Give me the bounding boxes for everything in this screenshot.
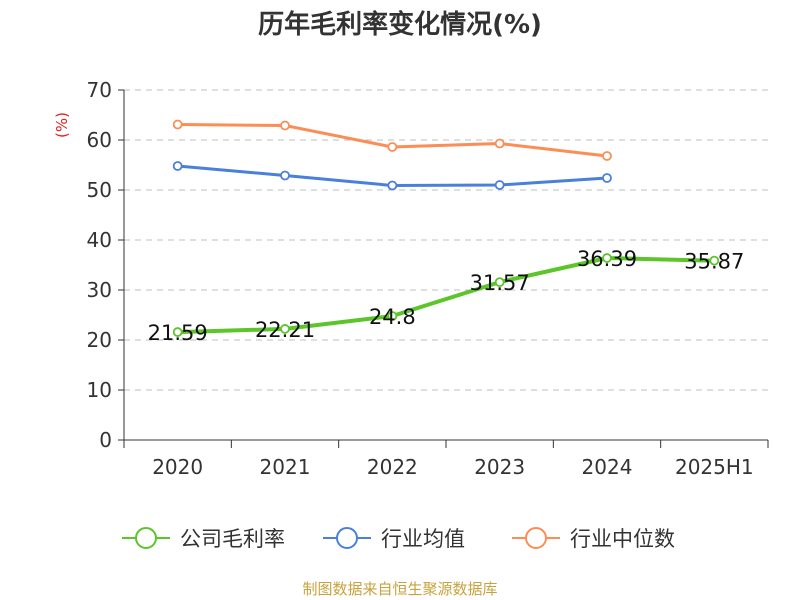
legend-marker: [336, 527, 358, 549]
data-point: [494, 180, 505, 190]
data-point: [709, 255, 720, 266]
data-label: 24.8: [369, 305, 416, 329]
data-point: [602, 173, 612, 183]
x-tick-label: 2024: [582, 455, 633, 479]
data-point: [172, 161, 183, 171]
legend-marker: [135, 527, 157, 549]
data-point: [280, 324, 290, 334]
data-point: [387, 142, 398, 152]
source-note: 制图数据来自恒生聚源数据库: [302, 580, 498, 598]
chart-title: 历年毛利率变化情况(%): [258, 10, 542, 40]
data-point: [280, 120, 290, 131]
x-tick-label: 2022: [367, 455, 418, 479]
axes: 0 10 20 30 40 50 60 70 (%) 2020 2021 2022 2023 2024 20…: [53, 78, 769, 479]
data-point: [602, 151, 612, 161]
data-point: [387, 180, 398, 191]
data-label: 36.39: [577, 247, 637, 271]
legend: 公司毛利率 行业均值 行业中位数: [122, 527, 675, 551]
data-point: [494, 277, 505, 288]
legend-marker: [525, 527, 547, 549]
series-lines: [172, 119, 720, 337]
data-label: 35.87: [684, 250, 744, 274]
y-tick-label: 30: [87, 278, 112, 302]
y-tick-label: 10: [87, 378, 112, 402]
data-point: [172, 119, 183, 130]
data-label: 22.21: [255, 318, 315, 342]
x-tick-label: 2025H1: [675, 455, 754, 479]
series-line: [177, 256, 715, 335]
y-tick-label: 60: [87, 128, 112, 152]
data-point: [172, 327, 183, 337]
data-labels: 21.59 22.21 24.8 31.57 36.39 35.87: [148, 247, 745, 345]
y-tick-label: 50: [87, 178, 112, 202]
y-tick-label: 0: [99, 428, 112, 452]
data-point: [387, 311, 398, 321]
data-point: [494, 138, 505, 149]
data-label: 21.59: [148, 321, 208, 345]
y-tick-label: 40: [87, 228, 112, 252]
x-tick-label: 2020: [152, 455, 203, 479]
grid-lines: [124, 89, 768, 391]
legend-label: 行业均值: [381, 527, 465, 551]
y-tick-label: 20: [87, 328, 112, 352]
x-tick-label: 2023: [474, 455, 525, 479]
data-label: 31.57: [470, 271, 530, 295]
x-tick-label: 2021: [260, 455, 311, 479]
data-point: [602, 253, 612, 263]
legend-label: 公司毛利率: [180, 527, 285, 551]
y-axis-label: (%): [53, 112, 71, 138]
y-tick-label: 70: [87, 78, 112, 102]
legend-label: 行业中位数: [570, 527, 675, 551]
data-point: [280, 170, 290, 181]
